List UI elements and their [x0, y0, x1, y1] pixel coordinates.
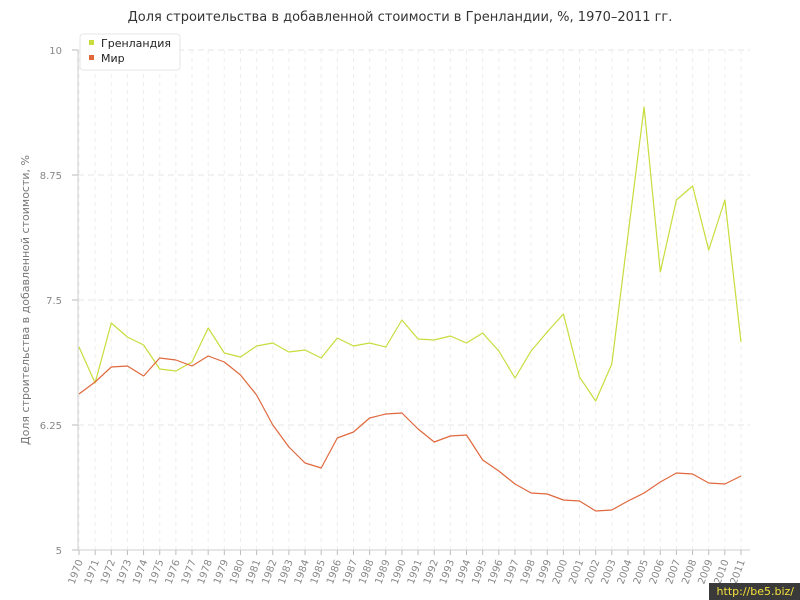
series-lines	[78, 106, 742, 512]
x-tick-label: 2011	[729, 558, 748, 586]
legend-swatch-world	[89, 55, 94, 60]
series-line-world[interactable]	[78, 355, 742, 512]
chart-title: Доля строительства в добавленной стоимос…	[127, 10, 673, 25]
y-tick-labels: 5 6.25 7.5 8.75 10	[40, 46, 62, 557]
y-tick-label: 5	[56, 546, 62, 557]
y-tick-label: 7.5	[46, 296, 62, 307]
axes	[72, 49, 750, 555]
y-axis-title: Доля строительства в добавленной стоимос…	[19, 155, 32, 445]
legend-label-world: Мир	[101, 52, 125, 65]
legend-swatch-greenland	[89, 40, 94, 45]
legend[interactable]: Гренландия Мир	[79, 33, 181, 71]
y-tick-label: 8.75	[40, 171, 62, 182]
watermark-link[interactable]: http://be5.biz/	[708, 583, 800, 600]
y-tick-label: 6.25	[40, 421, 62, 432]
series-line-greenland[interactable]	[78, 106, 742, 402]
x-tick-labels: 1970197119721973197419751976197719781979…	[67, 558, 748, 586]
legend-box	[79, 33, 181, 71]
legend-label-greenland: Гренландия	[101, 37, 171, 50]
y-tick-label: 10	[49, 46, 62, 57]
